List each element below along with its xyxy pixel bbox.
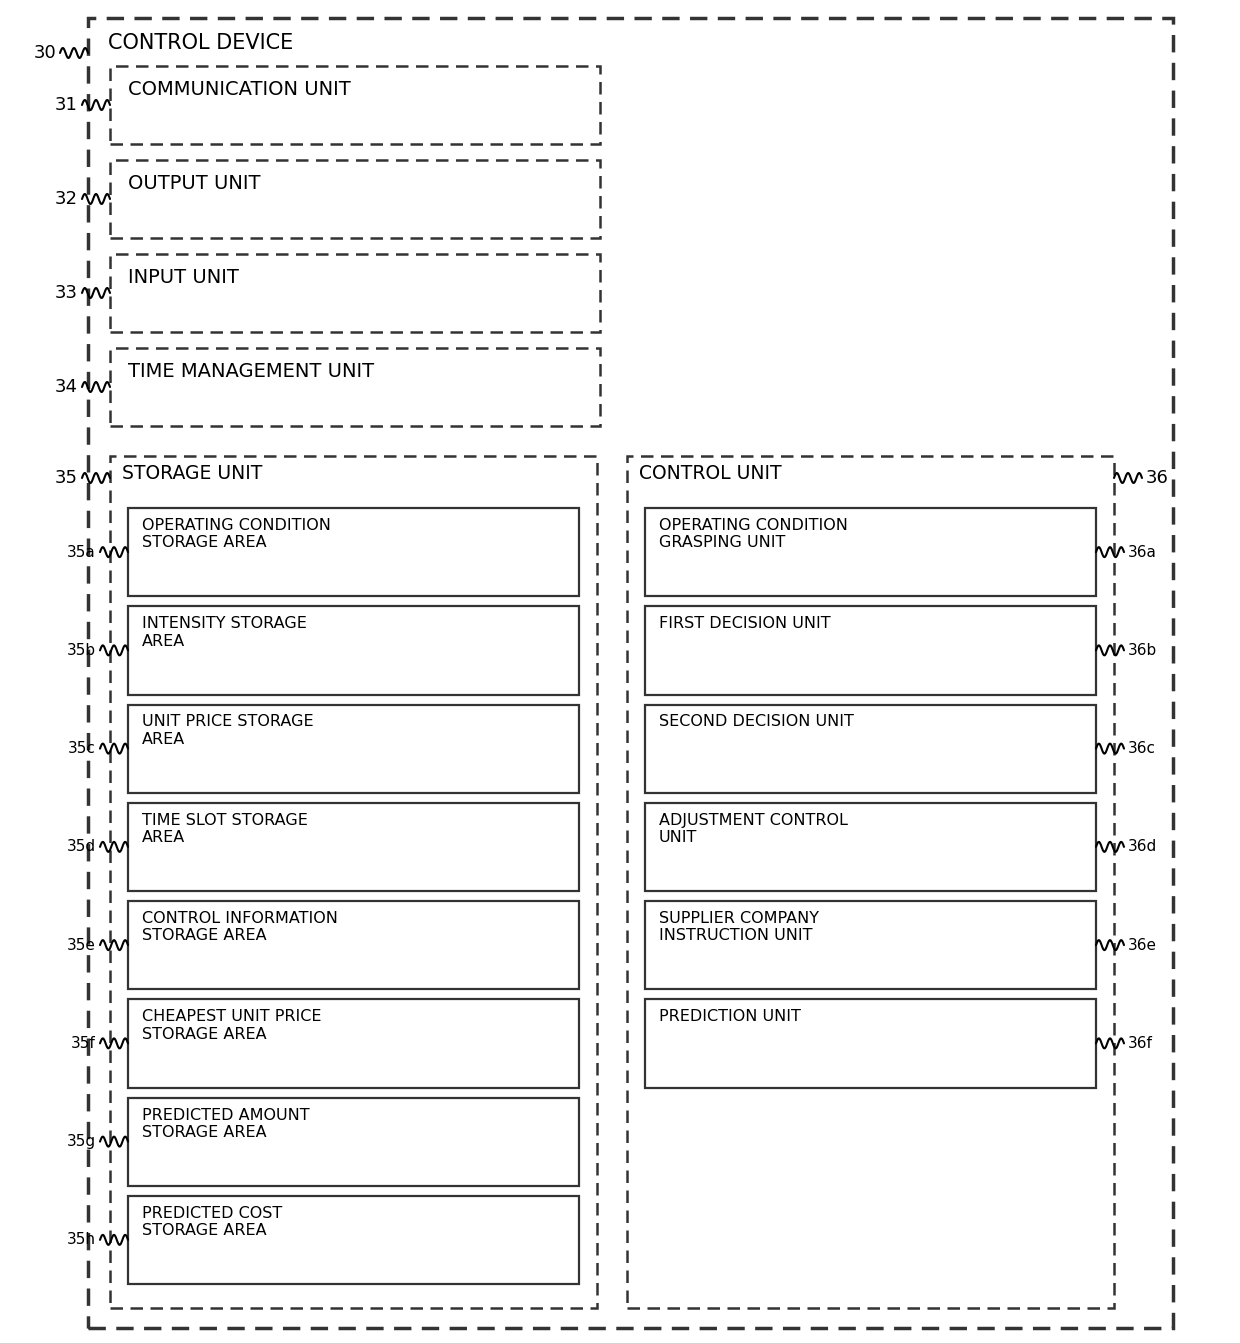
Bar <box>128 508 579 596</box>
Bar <box>645 508 1096 596</box>
Text: CONTROL UNIT: CONTROL UNIT <box>639 463 781 483</box>
Text: 36b: 36b <box>1128 643 1157 658</box>
Text: 35f: 35f <box>71 1035 95 1050</box>
Text: UNIT PRICE STORAGE
AREA: UNIT PRICE STORAGE AREA <box>143 714 314 747</box>
Bar <box>128 1195 579 1284</box>
Bar <box>645 901 1096 990</box>
Bar <box>645 803 1096 890</box>
Bar <box>110 66 600 144</box>
Text: PREDICTED COST
STORAGE AREA: PREDICTED COST STORAGE AREA <box>143 1206 283 1238</box>
Text: COMMUNICATION UNIT: COMMUNICATION UNIT <box>128 81 351 99</box>
Text: SECOND DECISION UNIT: SECOND DECISION UNIT <box>658 714 854 729</box>
Text: 36d: 36d <box>1128 839 1157 854</box>
Text: 36f: 36f <box>1128 1035 1153 1050</box>
Text: 32: 32 <box>55 189 78 208</box>
Text: 35e: 35e <box>67 937 95 952</box>
Text: 35a: 35a <box>67 545 95 560</box>
Text: 35: 35 <box>55 469 78 488</box>
Bar <box>128 803 579 890</box>
Text: 35g: 35g <box>67 1133 95 1150</box>
Text: 34: 34 <box>55 377 78 396</box>
Text: ADJUSTMENT CONTROL
UNIT: ADJUSTMENT CONTROL UNIT <box>658 813 848 845</box>
Text: 30: 30 <box>33 44 56 62</box>
Bar <box>645 999 1096 1088</box>
Text: 35c: 35c <box>68 741 95 756</box>
Bar <box>645 606 1096 694</box>
Bar <box>88 17 1173 1328</box>
Bar <box>128 901 579 990</box>
Text: CONTROL DEVICE: CONTROL DEVICE <box>108 34 293 52</box>
Text: INTENSITY STORAGE
AREA: INTENSITY STORAGE AREA <box>143 616 306 649</box>
Bar <box>110 348 600 426</box>
Text: TIME SLOT STORAGE
AREA: TIME SLOT STORAGE AREA <box>143 813 308 845</box>
Bar <box>110 457 596 1308</box>
Text: TIME MANAGEMENT UNIT: TIME MANAGEMENT UNIT <box>128 363 374 381</box>
Text: FIRST DECISION UNIT: FIRST DECISION UNIT <box>658 616 831 631</box>
Text: 33: 33 <box>55 283 78 302</box>
Text: 36a: 36a <box>1128 545 1157 560</box>
Text: 36: 36 <box>1146 469 1169 488</box>
Bar <box>645 705 1096 792</box>
Bar <box>110 160 600 238</box>
Text: CONTROL INFORMATION
STORAGE AREA: CONTROL INFORMATION STORAGE AREA <box>143 911 337 943</box>
Text: OUTPUT UNIT: OUTPUT UNIT <box>128 175 260 193</box>
Text: PREDICTED AMOUNT
STORAGE AREA: PREDICTED AMOUNT STORAGE AREA <box>143 1108 310 1140</box>
Bar <box>128 999 579 1088</box>
Text: 35d: 35d <box>67 839 95 854</box>
Bar <box>110 254 600 332</box>
Text: 36c: 36c <box>1128 741 1156 756</box>
Bar <box>627 457 1114 1308</box>
Text: STORAGE UNIT: STORAGE UNIT <box>122 463 263 483</box>
Text: PREDICTION UNIT: PREDICTION UNIT <box>658 1009 801 1025</box>
Bar <box>128 1097 579 1186</box>
Text: 31: 31 <box>55 95 78 114</box>
Text: 35h: 35h <box>67 1233 95 1248</box>
Text: CHEAPEST UNIT PRICE
STORAGE AREA: CHEAPEST UNIT PRICE STORAGE AREA <box>143 1009 321 1042</box>
Text: OPERATING CONDITION
GRASPING UNIT: OPERATING CONDITION GRASPING UNIT <box>658 518 848 551</box>
Text: OPERATING CONDITION
STORAGE AREA: OPERATING CONDITION STORAGE AREA <box>143 518 331 551</box>
Text: INPUT UNIT: INPUT UNIT <box>128 269 239 287</box>
Text: SUPPLIER COMPANY
INSTRUCTION UNIT: SUPPLIER COMPANY INSTRUCTION UNIT <box>658 911 818 943</box>
Bar <box>128 705 579 792</box>
Text: 36e: 36e <box>1128 937 1157 952</box>
Bar <box>128 606 579 694</box>
Text: 35b: 35b <box>67 643 95 658</box>
